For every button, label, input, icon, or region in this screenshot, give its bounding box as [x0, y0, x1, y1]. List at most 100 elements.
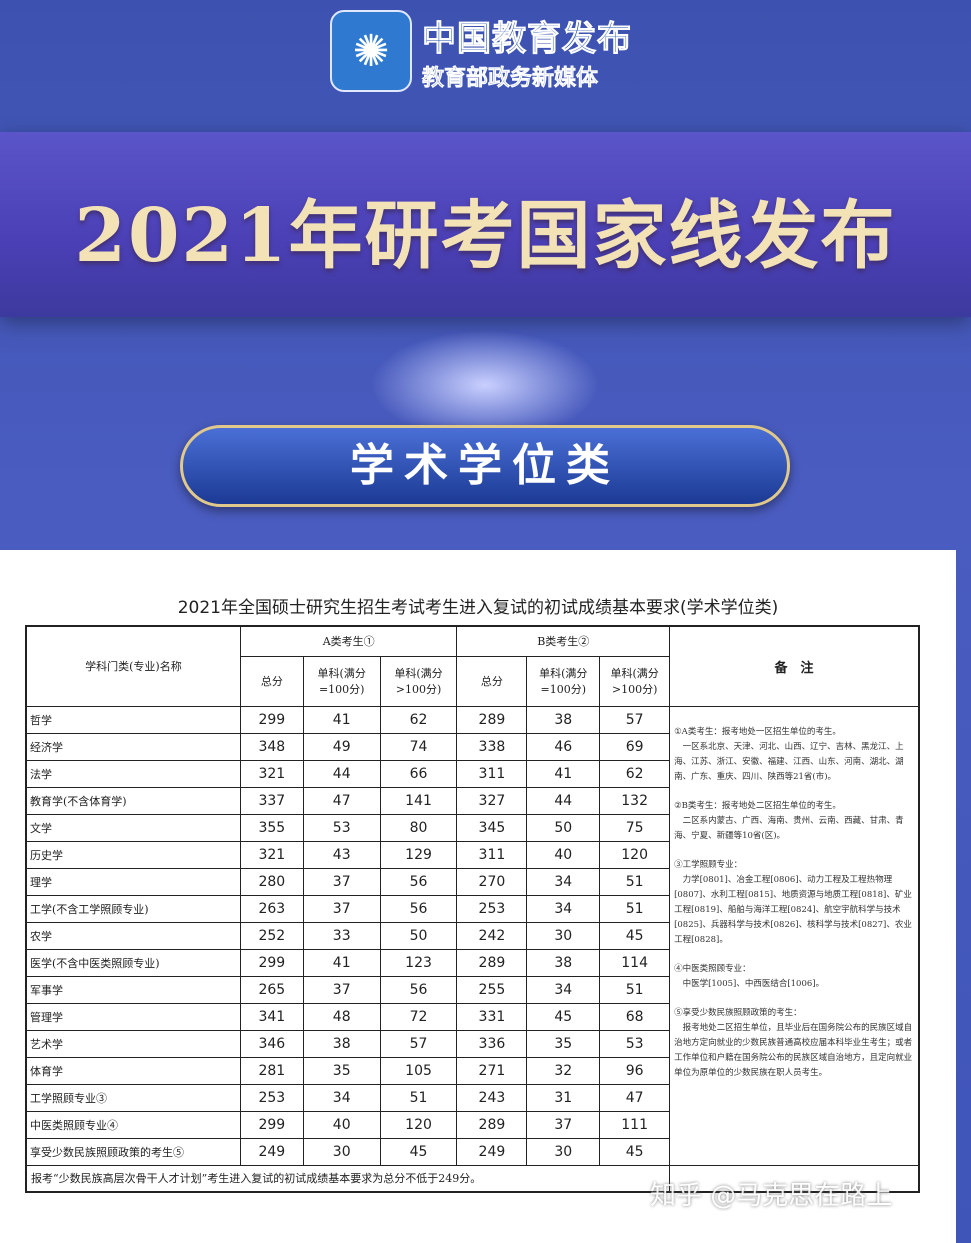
table-row: 工学(不含工学照顾专业) 263 37 56 253 34 51	[25, 894, 919, 923]
score-a-0: 280	[239, 867, 304, 896]
header-group-a: A类考生①	[239, 625, 458, 657]
table-row: 农学 252 33 50 242 30 45	[25, 921, 919, 950]
score-a-0: 346	[239, 1029, 304, 1058]
score-b-1: 50	[526, 813, 601, 842]
score-a-0: 348	[239, 732, 304, 761]
score-a-0: 281	[239, 1056, 304, 1085]
subject-name: 体育学	[25, 1056, 241, 1085]
score-a-0: 299	[239, 948, 304, 977]
score-a-1: 49	[302, 732, 381, 761]
subject-name: 军事学	[25, 975, 241, 1004]
note-item: ②B类考生：报考地处二区招生单位的考生。 二区系内蒙古、广西、海南、贵州、云南、…	[674, 800, 904, 841]
score-a-1: 35	[302, 1056, 381, 1085]
header-group-b: B类考生②	[456, 625, 671, 657]
score-b-2: 51	[599, 894, 671, 923]
score-a-2: 62	[379, 705, 458, 734]
subject-name: 艺术学	[25, 1029, 241, 1058]
table-row: 教育学(不含体育学) 337 47 141 327 44 132	[25, 786, 919, 815]
score-a-2: 74	[379, 732, 458, 761]
subject-name: 工学(不含工学照顾专业)	[25, 894, 241, 923]
score-b-2: 53	[599, 1029, 671, 1058]
score-a-1: 37	[302, 975, 381, 1004]
score-a-2: 56	[379, 975, 458, 1004]
score-a-1: 53	[302, 813, 381, 842]
table-row: 工学照顾专业③ 253 34 51 243 31 47	[25, 1083, 919, 1112]
score-a-2: 56	[379, 867, 458, 896]
subject-name: 文学	[25, 813, 241, 842]
score-a-0: 265	[239, 975, 304, 1004]
score-a-2: 123	[379, 948, 458, 977]
banner-title: 2021年研考国家线发布	[74, 193, 897, 279]
score-table: 学科门类(专业)名称 A类考生① B类考生② 备 注 总分 单科(满分=100分…	[25, 625, 920, 1193]
header-subject: 学科门类(专业)名称	[25, 625, 241, 707]
score-a-2: 51	[379, 1083, 458, 1112]
table-row: 管理学 341 48 72 331 45 68	[25, 1002, 919, 1031]
score-b-0: 331	[456, 1002, 528, 1031]
score-b-0: 289	[456, 705, 528, 734]
score-a-0: 337	[239, 786, 304, 815]
score-b-2: 132	[599, 786, 671, 815]
score-a-1: 37	[302, 894, 381, 923]
score-b-1: 40	[526, 840, 601, 869]
score-a-0: 299	[239, 1110, 304, 1139]
table-row: 哲学 299 41 62 289 38 57 ①A类考生：报考地处一区招生单位的考生。 一区系…	[25, 705, 920, 1166]
score-b-0: 311	[456, 840, 528, 869]
score-a-2: 66	[379, 759, 458, 788]
logo-title: 中国教育发布	[422, 18, 632, 59]
table-row: 军事学 265 37 56 255 34 51	[25, 975, 919, 1004]
score-b-2: 45	[599, 1137, 671, 1166]
subject-name: 管理学	[25, 1002, 241, 1031]
score-b-2: 62	[599, 759, 671, 788]
score-a-0: 321	[239, 759, 304, 788]
table-row: 历史学 321 43 129 311 40 120	[25, 840, 919, 869]
header-a-single-over100: 单科(满分>100分)	[379, 655, 458, 707]
score-a-0: 299	[239, 705, 304, 734]
score-b-0: 289	[456, 1110, 528, 1139]
note-item: ⑤享受少数民族照顾政策的考生： 报考地处二区招生单位，且毕业后在国务院公布的民族…	[674, 1007, 913, 1078]
score-a-2: 80	[379, 813, 458, 842]
score-b-2: 51	[599, 975, 671, 1004]
table-row: 经济学 348 49 74 338 46 69	[25, 732, 919, 761]
score-b-2: 47	[599, 1083, 671, 1112]
subject-name: 农学	[25, 921, 241, 950]
score-a-2: 72	[379, 1002, 458, 1031]
score-b-0: 271	[456, 1056, 528, 1085]
score-b-1: 30	[526, 921, 601, 950]
score-b-1: 37	[526, 1110, 601, 1139]
score-a-1: 33	[302, 921, 381, 950]
score-a-1: 37	[302, 867, 381, 896]
score-b-0: 253	[456, 894, 528, 923]
score-b-2: 120	[599, 840, 671, 869]
score-a-2: 105	[379, 1056, 458, 1085]
score-a-2: 50	[379, 921, 458, 950]
score-a-2: 56	[379, 894, 458, 923]
score-a-2: 45	[379, 1137, 458, 1166]
score-b-0: 289	[456, 948, 528, 977]
note-item: ④中医类照顾专业： 中医学[1005]、中西医结合[1006]。	[674, 963, 825, 989]
header-b-single100: 单科(满分=100分)	[526, 655, 601, 707]
table-row: 医学(不含中医类照顾专业) 299 41 123 289 38 114	[25, 948, 919, 977]
subject-name: 工学照顾专业③	[25, 1083, 241, 1112]
score-a-0: 252	[239, 921, 304, 950]
score-b-1: 38	[526, 948, 601, 977]
score-a-1: 44	[302, 759, 381, 788]
header-notes: 备 注	[669, 625, 920, 707]
watermark: 知乎 @马克思在路上	[650, 1181, 893, 1211]
score-a-2: 57	[379, 1029, 458, 1058]
notes-cell: ①A类考生：报考地处一区招生单位的考生。 一区系北京、天津、河北、山西、辽宁、吉…	[669, 705, 920, 1166]
score-b-2: 45	[599, 921, 671, 950]
score-b-1: 31	[526, 1083, 601, 1112]
subject-name: 理学	[25, 867, 241, 896]
score-b-1: 32	[526, 1056, 601, 1085]
header-a-single100: 单科(满分=100分)	[302, 655, 381, 707]
score-b-1: 45	[526, 1002, 601, 1031]
score-a-0: 249	[239, 1137, 304, 1166]
score-a-0: 263	[239, 894, 304, 923]
table-row: 文学 355 53 80 345 50 75	[25, 813, 919, 842]
header-a-total: 总分	[239, 655, 304, 707]
score-b-0: 336	[456, 1029, 528, 1058]
subject-name: 中医类照顾专业④	[25, 1110, 241, 1139]
logo: ✺ 中国教育发布 教育部政务新媒体	[330, 10, 632, 92]
score-a-1: 38	[302, 1029, 381, 1058]
header-b-total: 总分	[456, 655, 528, 707]
